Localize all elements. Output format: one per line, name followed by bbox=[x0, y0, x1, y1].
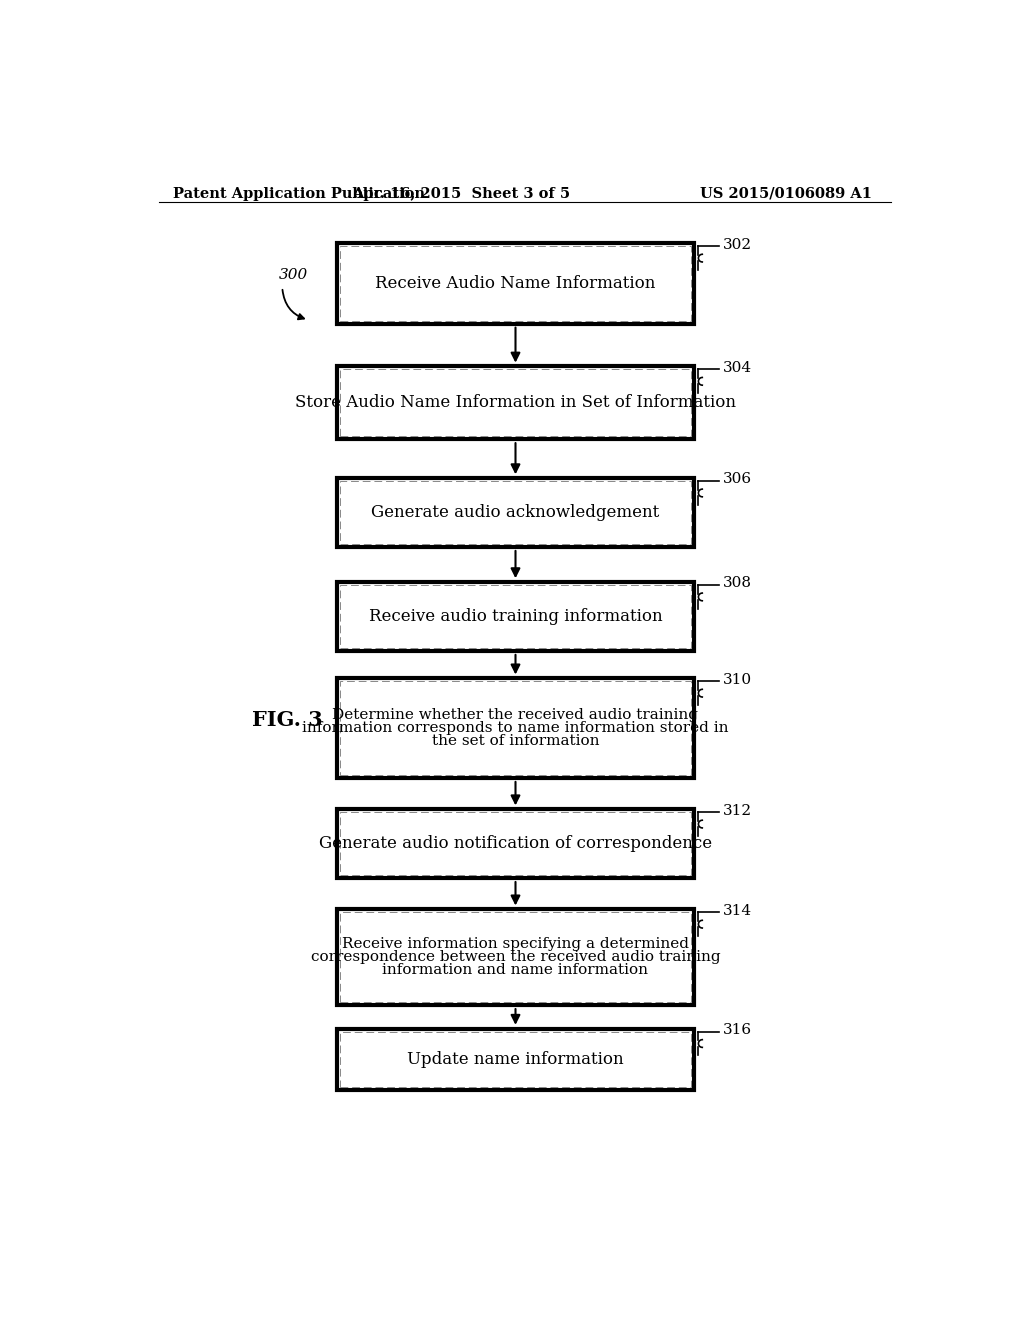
Text: Store Audio Name Information in Set of Information: Store Audio Name Information in Set of I… bbox=[295, 395, 736, 412]
Bar bbox=[337, 582, 693, 651]
Bar bbox=[337, 478, 693, 548]
Text: Receive information specifying a determined: Receive information specifying a determi… bbox=[342, 937, 689, 952]
Bar bbox=[337, 1028, 693, 1090]
Text: Apr. 16, 2015  Sheet 3 of 5: Apr. 16, 2015 Sheet 3 of 5 bbox=[352, 187, 570, 201]
Text: 314: 314 bbox=[723, 904, 753, 917]
Bar bbox=[340, 480, 690, 544]
Text: the set of information: the set of information bbox=[432, 734, 599, 748]
Bar bbox=[340, 681, 690, 775]
Bar bbox=[337, 678, 693, 779]
Text: 306: 306 bbox=[723, 473, 753, 487]
Text: 304: 304 bbox=[723, 360, 753, 375]
Text: US 2015/0106089 A1: US 2015/0106089 A1 bbox=[700, 187, 872, 201]
Bar bbox=[340, 585, 690, 648]
Bar bbox=[337, 909, 693, 1006]
Bar bbox=[340, 812, 690, 875]
Text: FIG. 3: FIG. 3 bbox=[252, 710, 323, 730]
Text: Generate audio acknowledgement: Generate audio acknowledgement bbox=[372, 504, 659, 521]
Text: Patent Application Publication: Patent Application Publication bbox=[173, 187, 425, 201]
Text: Receive audio training information: Receive audio training information bbox=[369, 609, 663, 626]
Text: 300: 300 bbox=[280, 268, 308, 281]
Text: information and name information: information and name information bbox=[383, 964, 648, 977]
Text: 310: 310 bbox=[723, 673, 753, 686]
Text: 308: 308 bbox=[723, 577, 753, 590]
Text: Generate audio notification of correspondence: Generate audio notification of correspon… bbox=[318, 836, 712, 853]
Text: Receive Audio Name Information: Receive Audio Name Information bbox=[376, 275, 655, 292]
Text: correspondence between the received audio training: correspondence between the received audi… bbox=[310, 950, 720, 965]
Text: 312: 312 bbox=[723, 804, 753, 817]
Text: 302: 302 bbox=[723, 238, 753, 252]
Text: 316: 316 bbox=[723, 1023, 753, 1038]
Bar bbox=[337, 243, 693, 323]
Text: information corresponds to name information stored in: information corresponds to name informat… bbox=[302, 721, 729, 735]
Bar bbox=[337, 809, 693, 878]
Text: Update name information: Update name information bbox=[408, 1051, 624, 1068]
Bar bbox=[340, 1032, 690, 1088]
Bar bbox=[340, 246, 690, 321]
Bar bbox=[340, 370, 690, 437]
Bar bbox=[340, 912, 690, 1002]
Bar bbox=[337, 367, 693, 440]
Text: Determine whether the received audio training: Determine whether the received audio tra… bbox=[333, 708, 698, 722]
